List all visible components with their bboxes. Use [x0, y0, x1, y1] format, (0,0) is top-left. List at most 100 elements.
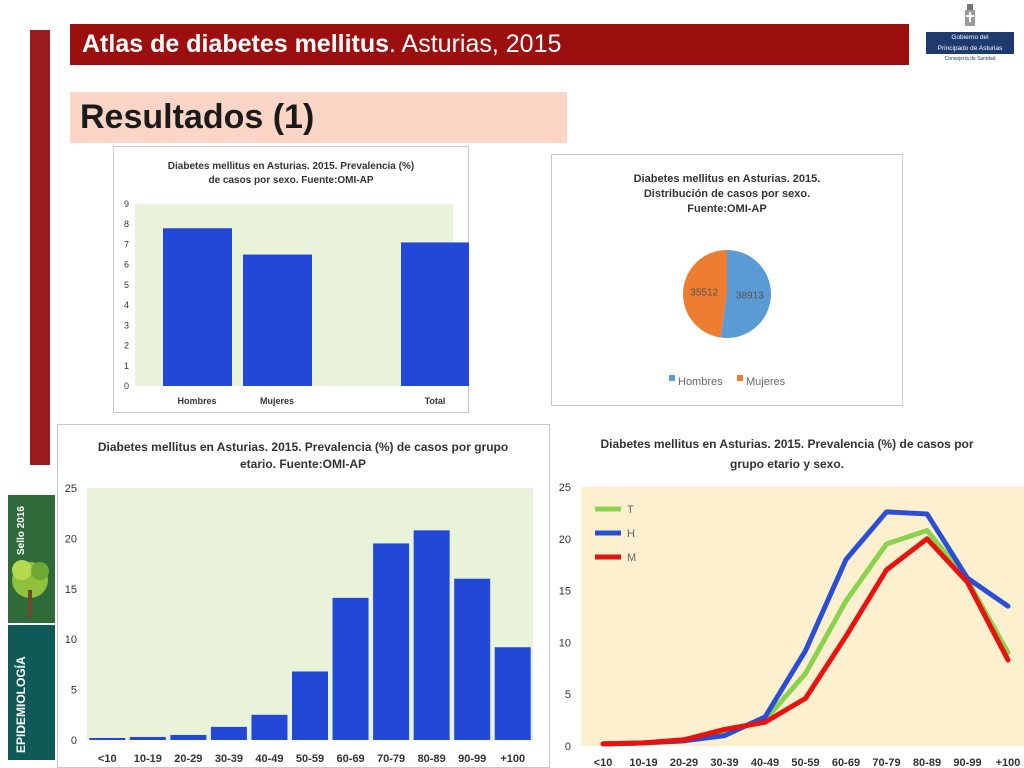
epidemiologia-badge: EPIDEMIOLOGÍA	[8, 625, 55, 760]
pie-data-label: 38913	[736, 291, 764, 302]
x-tick-label: 70-79	[377, 753, 405, 765]
chart-age-prevalence: Diabetes mellitus en Asturias. 2015. Pre…	[57, 424, 550, 768]
chart-age-prevalence-svg: Diabetes mellitus en Asturias. 2015. Pre…	[57, 424, 550, 768]
chart-age-sex-lines: Diabetes mellitus en Asturias. 2015. Pre…	[551, 424, 1024, 768]
section-title: Resultados (1)	[70, 92, 567, 143]
y-tick-label: 3	[124, 320, 129, 330]
tree-icon	[12, 560, 49, 618]
logo-line2: Principado de Asturias	[937, 45, 1003, 52]
logo-plate: Gobierno del Principado de Asturias	[926, 32, 1014, 54]
y-tick-label: 15	[559, 586, 571, 598]
bar-age-group	[210, 726, 247, 740]
y-tick-label: 25	[65, 483, 77, 495]
bar-age-group	[332, 597, 369, 740]
bar-age-group	[454, 578, 491, 740]
x-tick-label: <10	[594, 757, 613, 768]
x-tick-label: 60-69	[832, 757, 860, 768]
bar-hombres	[163, 228, 232, 386]
x-tick-label: Total	[425, 396, 446, 406]
y-tick-label: 5	[71, 685, 77, 697]
side-accent-bar	[30, 30, 50, 465]
y-tick-label: 0	[565, 741, 571, 753]
y-tick-label: 15	[65, 584, 77, 596]
legend-label: Mujeres	[746, 376, 786, 388]
bar-age-group	[292, 671, 328, 740]
sello-badge: Sello 2016	[8, 495, 55, 623]
y-tick-label: 0	[71, 735, 77, 747]
y-tick-label: 10	[559, 637, 571, 649]
y-tick-label: 1	[124, 361, 129, 371]
y-tick-label: 4	[124, 300, 129, 310]
chart2-title-line-2: Fuente:OMI-AP	[687, 203, 766, 215]
chart3-title-line-0: Diabetes mellitus en Asturias. 2015. Pre…	[98, 440, 508, 454]
bar-age-group	[494, 647, 531, 740]
x-tick-label: Mujeres	[260, 396, 294, 406]
bar-age-group	[129, 736, 166, 740]
x-tick-label: 10-19	[629, 757, 657, 768]
bar-age-group	[170, 734, 207, 740]
y-tick-label: 7	[124, 239, 129, 249]
chart2-title-line-0: Diabetes mellitus en Asturias. 2015.	[634, 173, 821, 185]
x-tick-label: 30-39	[215, 753, 243, 765]
y-tick-label: 25	[559, 482, 571, 494]
y-tick-label: 5	[124, 280, 129, 290]
plot-area	[581, 487, 1024, 746]
chart1-title-line-1: de casos por sexo. Fuente:OMI-AP	[208, 175, 373, 186]
chart1-title-line-0: Diabetes mellitus en Asturias. 2015. Pre…	[168, 161, 414, 172]
y-tick-label: 8	[124, 219, 129, 229]
y-tick-label: 20	[65, 533, 77, 545]
pie-slice-mujeres	[682, 250, 727, 338]
y-tick-label: 5	[565, 689, 571, 701]
chart2-title-line-1: Distribución de casos por sexo.	[644, 188, 810, 200]
chart3-title-line-1: etario. Fuente:OMI-AP	[240, 457, 366, 471]
header-band: Atlas de diabetes mellitus. Asturias, 20…	[70, 24, 909, 65]
y-tick-label: 20	[559, 534, 571, 546]
logo-line1: Gobierno del	[951, 34, 989, 41]
y-tick-label: 2	[124, 341, 129, 351]
legend-label: H	[627, 528, 635, 540]
header-title-bold: Atlas de diabetes mellitus	[82, 30, 390, 58]
bar-total	[401, 242, 469, 386]
x-tick-label: 80-89	[913, 757, 941, 768]
bar-age-group	[251, 714, 288, 740]
x-tick-label: 80-89	[418, 753, 446, 765]
x-tick-label: 50-59	[296, 753, 324, 765]
sello-badge-text: Sello 2016	[16, 506, 27, 555]
chart-sex-prevalence-svg: Diabetes mellitus en Asturias. 2015. Pre…	[113, 146, 469, 413]
x-tick-label: 40-49	[255, 753, 283, 765]
header-title-rest: . Asturias, 2015	[389, 30, 562, 58]
chart4-title-line-0: Diabetes mellitus en Asturias. 2015. Pre…	[600, 437, 973, 451]
x-tick-label: 10-19	[134, 753, 162, 765]
legend-label: Hombres	[678, 376, 723, 388]
bar-age-group	[373, 543, 410, 740]
x-tick-label: 30-39	[710, 757, 738, 768]
legend-label: M	[627, 552, 636, 564]
y-tick-label: 9	[124, 199, 129, 209]
pie-slice-hombres	[720, 250, 771, 338]
epidemiologia-badge-text: EPIDEMIOLOGÍA	[14, 656, 28, 753]
chart-sex-distribution-svg: Diabetes mellitus en Asturias. 2015. Dist…	[551, 154, 903, 406]
chart-age-sex-lines-svg: Diabetes mellitus en Asturias. 2015. Pre…	[559, 437, 1024, 768]
x-tick-label: 90-99	[953, 757, 981, 768]
gobierno-logo: Gobierno del Principado de Asturias Cons…	[924, 4, 1016, 62]
x-tick-label: 40-49	[751, 757, 779, 768]
y-tick-label: 0	[124, 381, 129, 391]
x-tick-label: 90-99	[458, 753, 486, 765]
x-tick-label: Hombres	[177, 396, 216, 406]
y-tick-label: 10	[65, 634, 77, 646]
legend-swatch-mujeres	[737, 375, 743, 381]
x-tick-label: 20-29	[670, 757, 698, 768]
crest-icon	[965, 4, 975, 26]
pie-data-label: 35512	[690, 287, 718, 298]
chart-sex-distribution: Diabetes mellitus en Asturias. 2015. Dist…	[551, 154, 903, 406]
bar-mujeres	[243, 254, 312, 386]
legend-label: T	[627, 504, 634, 516]
x-tick-label: 70-79	[872, 757, 900, 768]
logo-line3: Consejería de Sanidad	[944, 56, 996, 62]
legend-swatch-hombres	[669, 375, 675, 381]
x-tick-label: 50-59	[791, 757, 819, 768]
chart4-title-line-1: grupo etario y sexo.	[730, 457, 844, 471]
x-tick-label: <10	[98, 753, 117, 765]
x-tick-label: 60-69	[336, 753, 364, 765]
x-tick-label: 20-29	[174, 753, 202, 765]
